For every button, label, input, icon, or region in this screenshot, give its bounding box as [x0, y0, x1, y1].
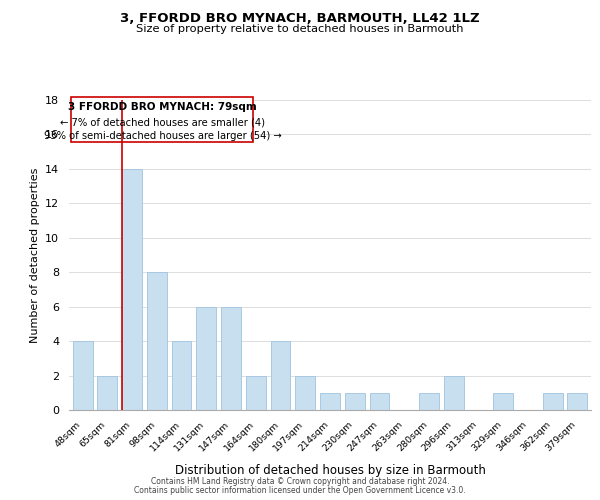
Bar — [97, 376, 117, 410]
Bar — [172, 341, 191, 410]
Bar — [345, 393, 365, 410]
Bar — [122, 169, 142, 410]
Bar — [543, 393, 563, 410]
Bar — [568, 393, 587, 410]
Bar — [221, 306, 241, 410]
Text: 93% of semi-detached houses are larger (54) →: 93% of semi-detached houses are larger (… — [44, 131, 281, 141]
Y-axis label: Number of detached properties: Number of detached properties — [29, 168, 40, 342]
Bar — [493, 393, 513, 410]
Bar — [271, 341, 290, 410]
Bar — [246, 376, 266, 410]
Text: 3, FFORDD BRO MYNACH, BARMOUTH, LL42 1LZ: 3, FFORDD BRO MYNACH, BARMOUTH, LL42 1LZ — [120, 12, 480, 26]
Bar — [147, 272, 167, 410]
Bar — [196, 306, 216, 410]
Bar — [419, 393, 439, 410]
X-axis label: Distribution of detached houses by size in Barmouth: Distribution of detached houses by size … — [175, 464, 485, 477]
Text: Contains public sector information licensed under the Open Government Licence v3: Contains public sector information licen… — [134, 486, 466, 495]
Bar — [295, 376, 315, 410]
Bar — [320, 393, 340, 410]
Text: 3 FFORDD BRO MYNACH: 79sqm: 3 FFORDD BRO MYNACH: 79sqm — [68, 102, 257, 112]
Text: Size of property relative to detached houses in Barmouth: Size of property relative to detached ho… — [136, 24, 464, 34]
Text: ← 7% of detached houses are smaller (4): ← 7% of detached houses are smaller (4) — [60, 118, 265, 128]
FancyBboxPatch shape — [71, 98, 253, 142]
Bar — [73, 341, 92, 410]
Bar — [444, 376, 464, 410]
Text: Contains HM Land Registry data © Crown copyright and database right 2024.: Contains HM Land Registry data © Crown c… — [151, 477, 449, 486]
Bar — [370, 393, 389, 410]
